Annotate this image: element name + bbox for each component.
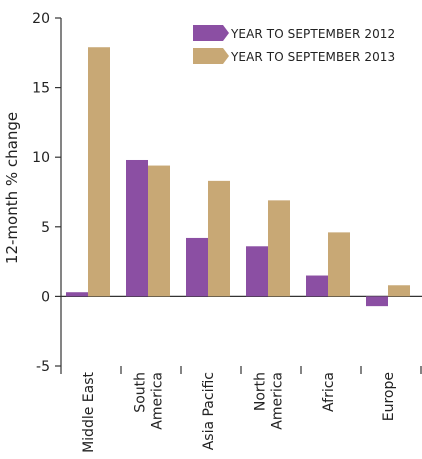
y-tick-label: 5 (41, 220, 50, 236)
bar-2013-0 (88, 47, 110, 297)
category-label: North (253, 372, 269, 411)
bar-2013-5 (388, 285, 410, 297)
y-axis-title: 12-month % change (3, 112, 21, 264)
bar-2012-5 (366, 296, 388, 307)
bar-2012-4 (306, 275, 328, 297)
bar-2013-1 (148, 165, 170, 297)
bar-2012-1 (126, 159, 148, 297)
category-label: Asia Pacific (201, 372, 217, 450)
legend-label-2012: YEAR TO SEPTEMBER 2012 (230, 27, 395, 41)
category-labels: Middle East South America Asia Pacific North… (81, 371, 397, 452)
y-tick-label: 0 (41, 289, 50, 305)
y-tick-label: 15 (32, 81, 50, 97)
y-tick-label: 10 (32, 150, 50, 166)
legend-label-2013: YEAR TO SEPTEMBER 2013 (230, 50, 395, 64)
bar-2013-2 (208, 180, 230, 297)
category-label: South (133, 372, 149, 413)
legend-swatch-2013 (193, 48, 229, 64)
category-label: Middle East (81, 371, 97, 452)
bar-2012-3 (246, 246, 268, 297)
bar-2013-3 (268, 200, 290, 297)
category-label: America (150, 372, 166, 430)
x-axis (60, 295, 422, 374)
bar-2012-2 (186, 237, 208, 297)
category-label: America (270, 372, 286, 430)
bars (66, 47, 410, 307)
bar-2013-4 (328, 232, 350, 297)
bar-2012-0 (66, 292, 88, 297)
y-tick-label: 20 (32, 11, 50, 27)
category-label: Europe (381, 372, 397, 421)
y-tick-label: -5 (36, 359, 50, 375)
legend: YEAR TO SEPTEMBER 2012 YEAR TO SEPTEMBER… (193, 25, 395, 64)
y-axis: -5 0 5 10 15 20 (32, 11, 62, 375)
legend-swatch-2012 (193, 25, 229, 41)
category-label: Africa (321, 372, 337, 412)
